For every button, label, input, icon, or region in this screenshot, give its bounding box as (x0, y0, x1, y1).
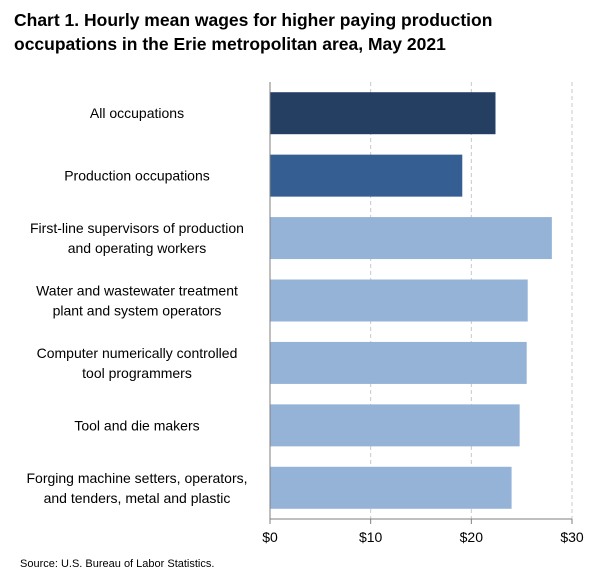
bar-5 (270, 341, 527, 384)
bar-7 (270, 466, 512, 509)
x-tick-label-0: $0 (262, 529, 278, 545)
category-labels: All occupations Production occupations Fir… (27, 105, 248, 506)
category-label-7: Forging machine setters, operators, and t… (27, 470, 248, 506)
category-label-4: Water and wastewater treatment plant and … (36, 283, 238, 319)
bars (270, 92, 552, 509)
x-tick-label-30: $30 (560, 529, 584, 545)
chart-title: Chart 1. Hourly mean wages for higher pa… (14, 10, 493, 54)
bar-6 (270, 404, 520, 447)
source-note: Source: U.S. Bureau of Labor Statistics. (20, 558, 215, 570)
bar-4 (270, 279, 528, 322)
category-label-3: First-line supervisors of production and … (30, 220, 244, 256)
x-axis: $0 $10 $20 $30 (262, 82, 584, 545)
x-tick-label-10: $10 (359, 529, 383, 545)
category-label-6: Tool and die makers (74, 417, 199, 433)
x-tick-label-20: $20 (460, 529, 484, 545)
bar-1 (270, 92, 496, 135)
bar-3 (270, 217, 552, 260)
category-label-2: Production occupations (64, 168, 210, 184)
category-label-1: All occupations (90, 105, 184, 121)
category-label-5: Computer numerically controlled tool prog… (37, 345, 238, 381)
bar-2 (270, 154, 463, 197)
